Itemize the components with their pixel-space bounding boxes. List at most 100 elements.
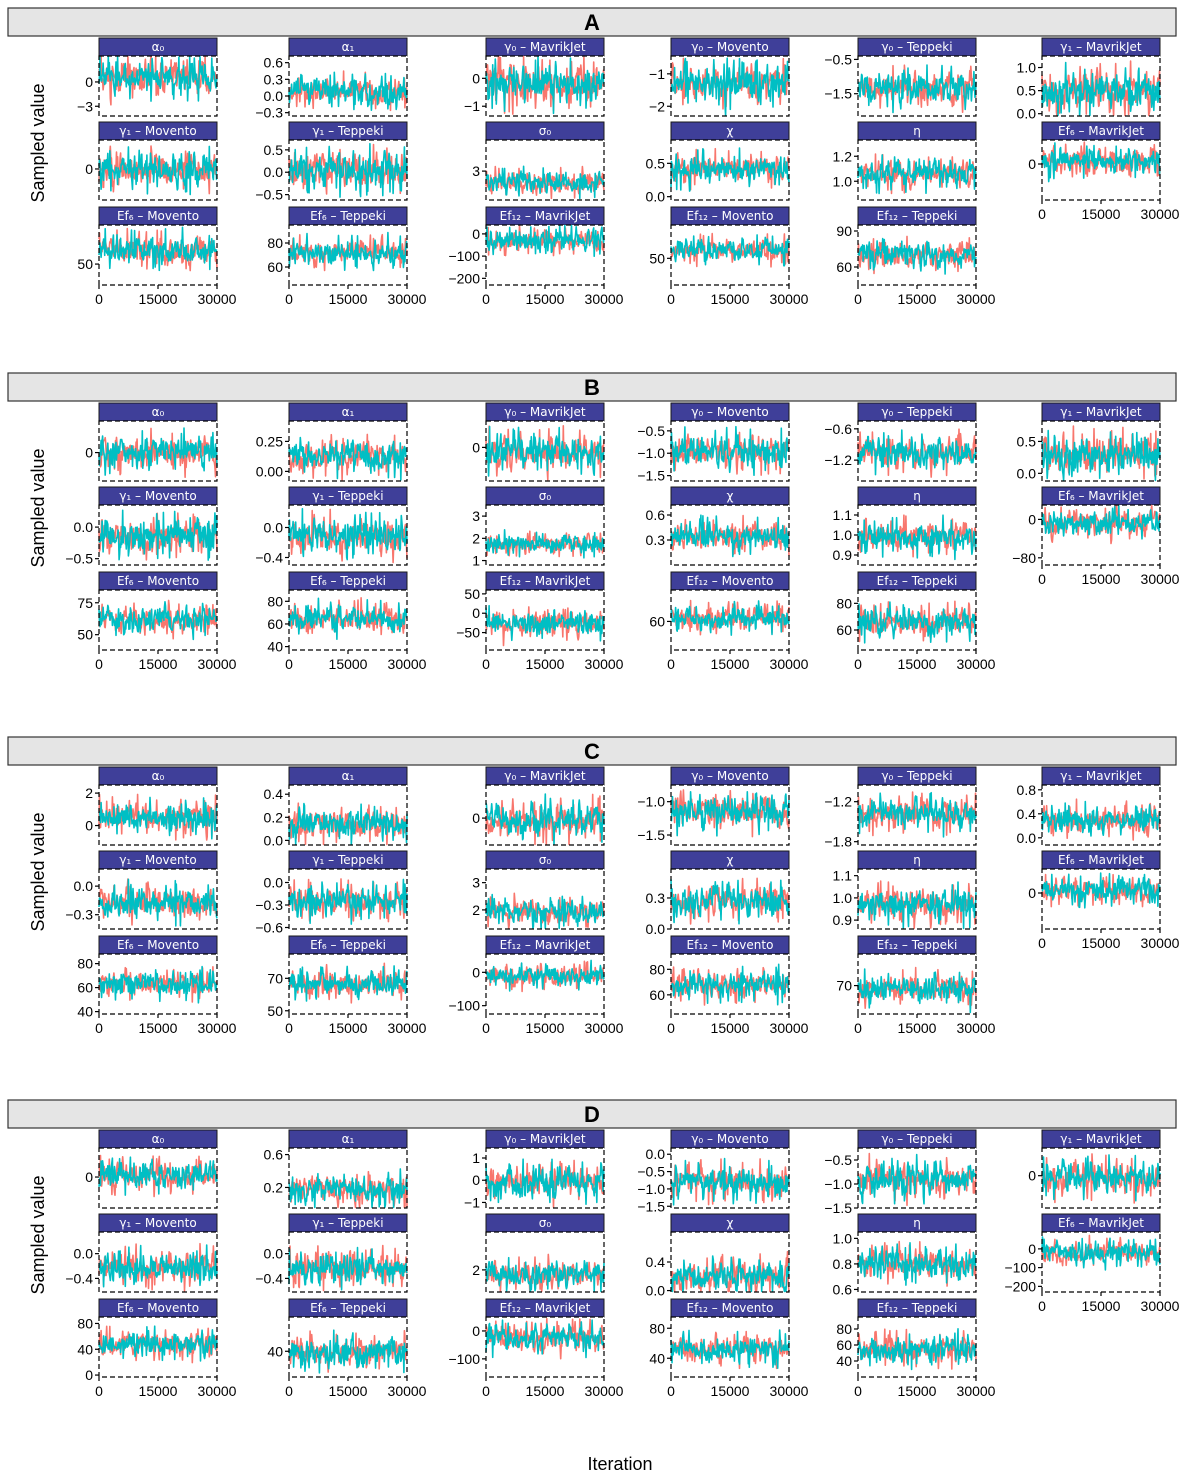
facet-border <box>288 504 408 566</box>
x-tick-label: 30000 <box>770 1383 809 1399</box>
facet: γ₁ – Movento 0.0 −0.4 <box>65 1213 218 1293</box>
y-tick-label: 3 <box>472 875 480 891</box>
y-tick-label: 0 <box>85 161 93 177</box>
panel-header <box>7 1099 1177 1129</box>
x-tick-label: 30000 <box>198 291 237 307</box>
facet-label: Ef₆ – MavrikJet <box>1058 853 1144 867</box>
y-tick-label: −1.2 <box>824 452 852 468</box>
facet: α₁ 0.4 0.2 0.0 <box>264 766 408 848</box>
x-tick-label: 0 <box>667 1020 675 1036</box>
facet-label: Ef₁₂ – Teppeki <box>877 574 958 588</box>
chain-2-trace <box>485 224 605 258</box>
x-tick-label: 15000 <box>139 1383 178 1399</box>
y-tick-label: 0.3 <box>646 532 666 548</box>
x-tick-label: 30000 <box>957 291 996 307</box>
facet-label: γ₀ – Movento <box>691 1132 768 1146</box>
y-tick-label: 0.6 <box>264 1147 284 1163</box>
chain-2-trace <box>485 1256 605 1293</box>
x-tick-label: 0 <box>667 291 675 307</box>
y-tick-label: 40 <box>77 1341 93 1357</box>
facet: γ₁ – MavrikJet 1.0 0.5 0.0 <box>1017 37 1161 122</box>
facet: γ₁ – MavrikJet 0.5 0.0 <box>1017 402 1161 482</box>
chain-2-trace <box>670 790 790 837</box>
chain-2-trace <box>98 55 218 102</box>
chain-2-trace <box>670 514 790 558</box>
chain-2-trace <box>288 231 408 272</box>
facet-border <box>485 1147 605 1209</box>
x-tick-label: 30000 <box>198 656 237 672</box>
chain-2-trace <box>857 1153 977 1205</box>
facet-border <box>98 784 218 846</box>
facet: α₁ 0.6 0.2 <box>264 1129 408 1209</box>
facet-label: α₁ <box>342 769 355 783</box>
y-tick-label: −0.5 <box>824 1152 852 1168</box>
facet-border <box>670 868 790 930</box>
facet: η 1.2 1.0 <box>833 121 977 201</box>
chain-2-trace <box>1041 61 1161 117</box>
x-tick-label: 15000 <box>526 1383 565 1399</box>
chain-2-trace <box>670 425 790 477</box>
facet: χ 0.3 0.0 <box>646 850 790 937</box>
facet-label: χ <box>727 853 734 867</box>
y-tick-label: 3 <box>472 508 480 524</box>
y-tick-label: −1.0 <box>637 445 665 461</box>
facet-border <box>857 1231 977 1293</box>
y-tick-label: 1 <box>472 1150 480 1166</box>
x-tick-label: 15000 <box>1082 935 1121 951</box>
chain-2-trace <box>1041 872 1161 909</box>
y-tick-label: 2 <box>472 902 480 918</box>
x-tick-label: 30000 <box>585 291 624 307</box>
facet: α₁ 0.25 0.00 <box>256 402 408 482</box>
facet-border <box>670 1147 790 1209</box>
y-tick-label: 80 <box>836 595 852 611</box>
facet-label: Ef₆ – Teppeki <box>310 1301 386 1315</box>
y-tick-label: −80 <box>1012 550 1036 566</box>
facet: Ef₆ – Teppeki 70 500 15000 30000 <box>267 935 427 1036</box>
facet-label: Ef₁₂ – Movento <box>687 1301 774 1315</box>
y-tick-label: 80 <box>649 961 665 977</box>
y-tick-label: 0.4 <box>646 1254 666 1270</box>
y-tick-label: −100 <box>448 998 480 1014</box>
x-tick-label: 15000 <box>711 656 750 672</box>
panel-title: B <box>584 375 600 400</box>
chain-2-trace <box>670 1329 790 1369</box>
y-tick-label: −1.5 <box>824 86 852 102</box>
chain-2-trace <box>288 1329 408 1374</box>
facet-label: Ef₆ – MavrikJet <box>1058 124 1144 138</box>
x-tick-label: 15000 <box>139 656 178 672</box>
x-axis-title: Iteration <box>587 1454 652 1474</box>
x-tick-label: 30000 <box>388 1020 427 1036</box>
panel-header <box>7 736 1177 766</box>
chain-2-trace <box>98 226 218 272</box>
y-tick-label: 1.0 <box>833 890 853 906</box>
chain-2-trace <box>288 878 408 925</box>
facet-border <box>98 139 218 201</box>
x-tick-label: 0 <box>95 1020 103 1036</box>
facet: γ₀ – Teppeki −0.5 −1.0 −1.5 <box>824 1129 977 1216</box>
y-tick-label: 60 <box>267 616 283 632</box>
facet-border <box>485 420 605 482</box>
x-tick-label: 30000 <box>1141 571 1180 587</box>
y-tick-label: 0.0 <box>264 1246 284 1262</box>
chain-2-trace <box>288 965 408 1002</box>
x-tick-label: 15000 <box>898 656 937 672</box>
y-tick-label: 60 <box>836 622 852 638</box>
chain-2-trace <box>288 1246 408 1291</box>
chain-2-trace <box>98 427 218 476</box>
y-tick-label: −200 <box>448 270 480 286</box>
facet-label: Ef₁₂ – Movento <box>687 574 774 588</box>
facet: Ef₆ – MavrikJet 0 0 15000 30000 <box>1028 850 1180 951</box>
facet-plot-area <box>486 1232 604 1292</box>
chain-2-trace <box>485 893 605 930</box>
facet: Ef₁₂ – Teppeki 70 0 15000 30000 <box>836 935 996 1036</box>
x-tick-label: 30000 <box>198 1383 237 1399</box>
y-tick-label: 0.0 <box>264 164 284 180</box>
facet-label: Ef₁₂ – Teppeki <box>877 1301 958 1315</box>
facet-border <box>857 55 977 117</box>
y-axis-title: Sampled value <box>28 83 48 202</box>
chain-2-trace <box>98 965 218 1004</box>
